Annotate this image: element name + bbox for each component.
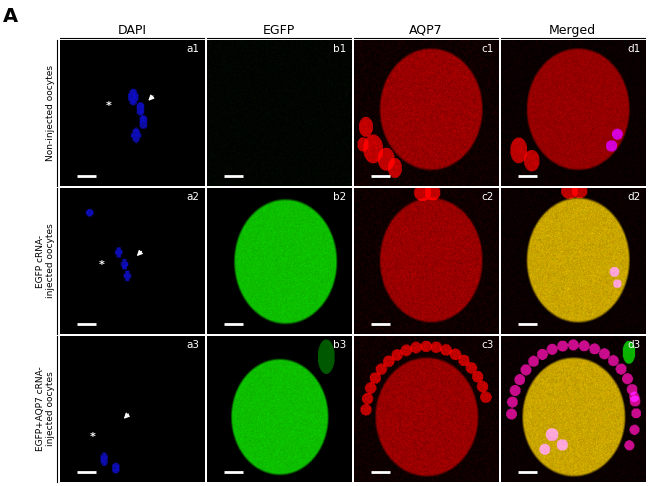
Text: *: * [99, 260, 105, 270]
Text: *: * [106, 101, 112, 111]
Text: c1: c1 [481, 44, 493, 54]
Text: d3: d3 [627, 340, 640, 350]
Text: EGFP cRNA-
injected oocytes: EGFP cRNA- injected oocytes [36, 224, 55, 298]
Text: Merged: Merged [549, 24, 596, 37]
Text: AQP7: AQP7 [409, 24, 443, 37]
Text: a1: a1 [187, 44, 200, 54]
Text: d2: d2 [627, 192, 640, 202]
Text: b1: b1 [333, 44, 346, 54]
Text: a3: a3 [187, 340, 200, 350]
Text: *: * [90, 432, 96, 442]
Text: b3: b3 [333, 340, 346, 350]
Text: c2: c2 [481, 192, 493, 202]
Text: b2: b2 [333, 192, 346, 202]
Text: EGFP+AQP7 cRNA-
injected oocytes: EGFP+AQP7 cRNA- injected oocytes [36, 366, 55, 451]
Text: EGFP: EGFP [263, 24, 295, 37]
Text: Non-injected oocytes: Non-injected oocytes [46, 65, 55, 161]
Text: DAPI: DAPI [118, 24, 146, 37]
Text: a2: a2 [187, 192, 200, 202]
Text: A: A [3, 7, 18, 26]
Text: d1: d1 [627, 44, 640, 54]
Text: c3: c3 [481, 340, 493, 350]
